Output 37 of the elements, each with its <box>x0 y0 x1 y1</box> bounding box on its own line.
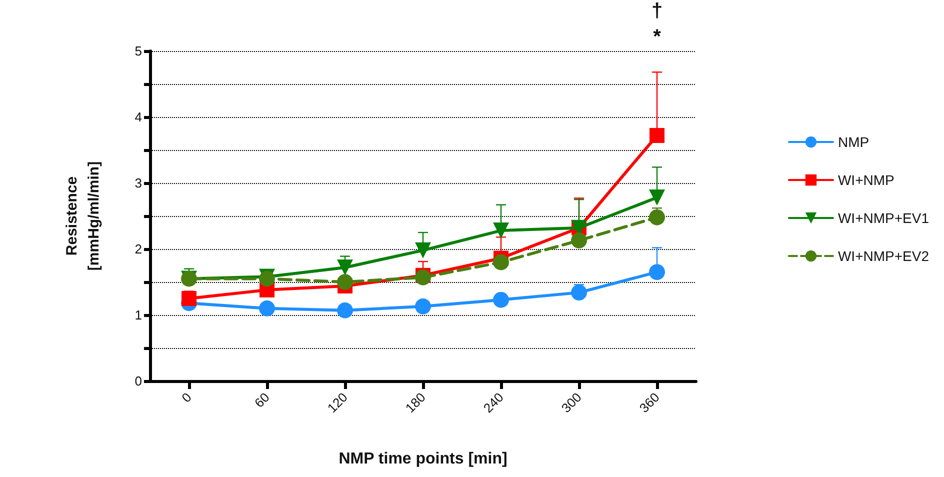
x-tick-label: 120 <box>324 390 350 416</box>
text: † <box>651 0 663 22</box>
point <box>650 128 664 143</box>
point <box>493 292 509 308</box>
point <box>493 254 509 270</box>
y-tick-label: 0 <box>134 374 142 388</box>
y-tick-label: 5 <box>134 44 142 58</box>
x-tick-label: 360 <box>636 390 662 416</box>
point <box>415 242 431 258</box>
point <box>571 284 587 301</box>
x-tick-label: 300 <box>558 390 584 416</box>
point <box>182 291 196 306</box>
x-tick-label: 180 <box>402 390 428 416</box>
x-axis-title: NMP time points [min] <box>338 450 508 468</box>
y-tick-label: 2 <box>134 242 142 256</box>
x-tick-label: 240 <box>480 390 506 416</box>
point <box>337 302 353 318</box>
point <box>259 300 275 316</box>
y-tick-label: 3 <box>134 176 142 190</box>
x-tick-label: 0 <box>178 390 194 406</box>
point <box>649 190 665 206</box>
point <box>493 222 509 239</box>
y-axis-title: Resistence [mmHg/ml/min] <box>64 161 102 271</box>
x-tick-label: 60 <box>251 390 272 411</box>
point <box>415 298 431 314</box>
legend-label: WI+NMP <box>838 172 894 188</box>
text: * <box>653 26 662 48</box>
legend-label: NMP <box>838 134 870 150</box>
legend-label: WI+NMP+EV2 <box>838 248 930 264</box>
y-tick-label: 1 <box>134 308 142 322</box>
y-tick-label: 4 <box>134 110 142 124</box>
legend-label: WI+NMP+EV1 <box>838 210 930 226</box>
point <box>649 209 665 226</box>
point <box>649 264 665 280</box>
point <box>337 274 353 290</box>
point <box>571 232 587 248</box>
point <box>337 259 353 276</box>
